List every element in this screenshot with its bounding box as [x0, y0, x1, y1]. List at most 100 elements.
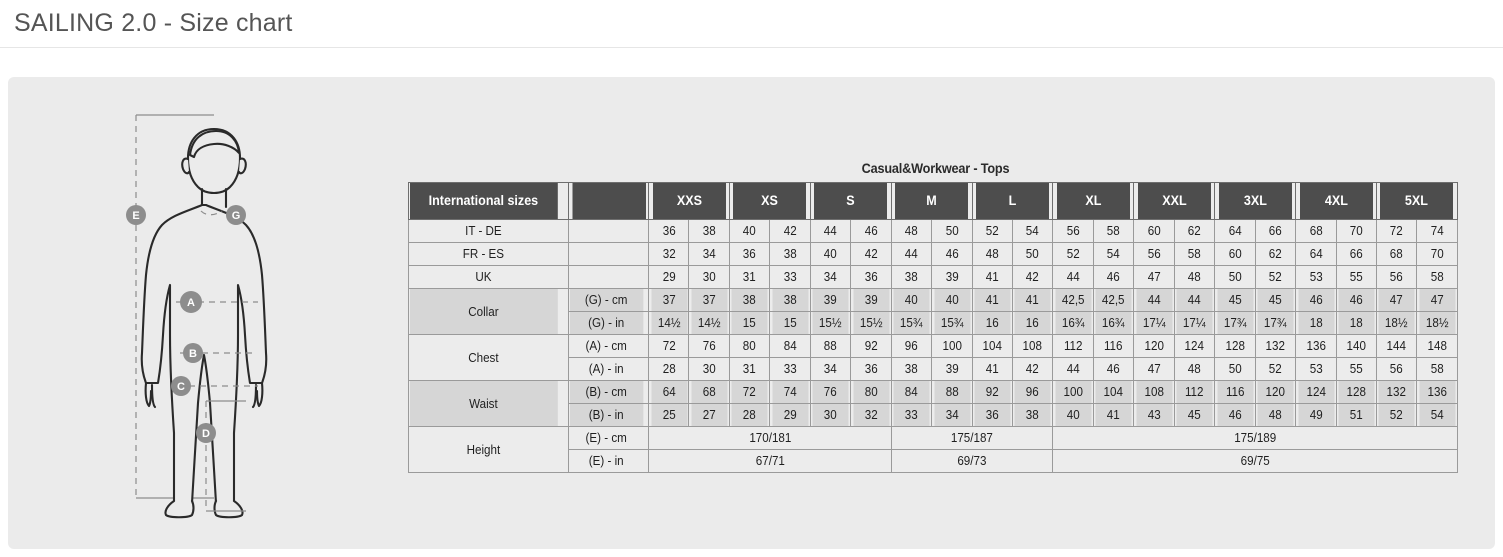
table-cell: 17¼: [1175, 311, 1214, 335]
table-cell: 72: [1377, 219, 1416, 243]
table-cell: 36: [649, 219, 688, 243]
measurement-code: (A) - in: [568, 357, 644, 381]
content-panel: E G A B C D Casual&Workwear - Tops: [8, 77, 1495, 549]
table-cell: 50: [1215, 357, 1255, 381]
row-label: Collar: [408, 288, 558, 335]
table-cell: 66: [1336, 242, 1376, 266]
table-row: Chest (A) - cm 72 76 80 84 88 92 96 100 104 108 112 1…: [408, 334, 1458, 381]
table-cell: 96: [892, 334, 931, 358]
table-cell: 48: [1256, 403, 1295, 427]
table-cell: 48: [1175, 357, 1214, 381]
table-cell: 56: [1053, 219, 1093, 243]
table-cell: 120: [1134, 334, 1174, 358]
table-cell: 46: [1336, 288, 1376, 312]
table-cell: 44: [1134, 288, 1174, 312]
table-cell: 92: [972, 380, 1012, 404]
table-cell: 15½: [811, 311, 850, 335]
table-cell: 32: [649, 242, 688, 266]
table-cell: 46: [1296, 288, 1336, 312]
marker-d-label: D: [202, 428, 210, 440]
table-cell: 34: [932, 403, 972, 427]
table-cell: 68: [1296, 219, 1336, 243]
table-cell: 36: [851, 357, 891, 381]
header-size-xl: XL: [1055, 182, 1132, 220]
title-bar: SAILING 2.0 - Size chart: [0, 0, 1503, 48]
table-cell: 74: [770, 380, 810, 404]
marker-g-label: G: [232, 210, 241, 222]
table-cell: 52: [1256, 265, 1295, 289]
table-cell: 46: [932, 242, 972, 266]
table-cell: 47: [1377, 288, 1416, 312]
table-row: Height (E) - cm 170/181 175/187 175/189: [408, 426, 1458, 473]
table-cell: 46: [1215, 403, 1255, 427]
table-cell: 52: [1053, 242, 1093, 266]
table-cell: 42,5: [1094, 288, 1133, 312]
table-cell: 112: [1175, 380, 1214, 404]
table-cell: 100: [1053, 380, 1093, 404]
table-cell: 14½: [649, 311, 688, 335]
table-cell: 55: [1336, 265, 1376, 289]
measurement-code: (E) - in: [568, 449, 644, 473]
table-row: (G) - in 14½ 14½ 15 15 15½ 15½ 15¾ 15¾ 16 16 16¾ 16¾…: [409, 311, 1458, 335]
header-size-xxs: XXS: [650, 182, 728, 220]
row-label: FR - ES: [408, 242, 558, 266]
table-cell: 56: [1377, 265, 1416, 289]
table-cell: 38: [770, 242, 810, 266]
table-cell: 36: [972, 403, 1012, 427]
table-cell: 88: [932, 380, 972, 404]
table-cell: 17¾: [1256, 311, 1295, 335]
table-cell: 41: [972, 265, 1012, 289]
table-cell: 33: [892, 403, 931, 427]
table-cell: 92: [851, 334, 891, 358]
table-cell-merged: 69/73: [896, 449, 1048, 473]
measurement-code: [568, 265, 644, 289]
table-cell: 44: [1053, 265, 1093, 289]
table-cell: 124: [1175, 334, 1214, 358]
table-cell: 38: [892, 357, 931, 381]
header-size-4xl: 4XL: [1297, 182, 1375, 220]
table-cell: 39: [851, 288, 891, 312]
table-cell: 44: [1053, 357, 1093, 381]
table-cell: 76: [811, 380, 850, 404]
measurement-code: (E) - cm: [568, 426, 644, 450]
header-size-3xl: 3XL: [1217, 182, 1294, 220]
table-cell: 96: [1013, 380, 1052, 404]
table-cell: 45: [1215, 288, 1255, 312]
table-cell: 45: [1256, 288, 1295, 312]
table-cell: 60: [1215, 242, 1255, 266]
table-cell: 52: [972, 219, 1012, 243]
table-cell: 136: [1417, 380, 1457, 404]
table-cell: 46: [851, 219, 891, 243]
table-cell: 37: [689, 288, 729, 312]
table-cell: 31: [730, 265, 769, 289]
table-cell: 47: [1134, 357, 1174, 381]
table-cell: 14½: [689, 311, 729, 335]
table-cell: 15: [730, 311, 769, 335]
row-label: Waist: [408, 380, 558, 427]
header-size-xs: XS: [731, 182, 808, 220]
table-cell: 64: [1296, 242, 1336, 266]
table-cell: 116: [1215, 380, 1255, 404]
table-cell: 50: [1215, 265, 1255, 289]
table-cell: 80: [730, 334, 769, 358]
table-cell: 52: [1256, 357, 1295, 381]
table-cell: 50: [1013, 242, 1052, 266]
table-caption: Casual&Workwear - Tops: [861, 161, 1010, 176]
table-cell: 18: [1296, 311, 1336, 335]
table-cell: 128: [1336, 380, 1376, 404]
table-cell: 44: [811, 219, 850, 243]
table-row: IT - DE 36 38 40 42 44 46 48 50 52 54 56 58 60 62 64 66 6…: [408, 219, 1458, 243]
table-cell: 43: [1134, 403, 1174, 427]
table-cell: 54: [1094, 242, 1133, 266]
table-cell: 16: [972, 311, 1012, 335]
table-cell: 56: [1134, 242, 1174, 266]
table-cell: 17¾: [1215, 311, 1255, 335]
table-cell: 62: [1256, 242, 1295, 266]
header-size-m: M: [893, 182, 970, 220]
table-cell: 47: [1417, 288, 1457, 312]
table-cell: 39: [811, 288, 850, 312]
row-label: IT - DE: [408, 219, 558, 243]
table-cell: 39: [932, 357, 972, 381]
table-cell: 34: [811, 265, 850, 289]
